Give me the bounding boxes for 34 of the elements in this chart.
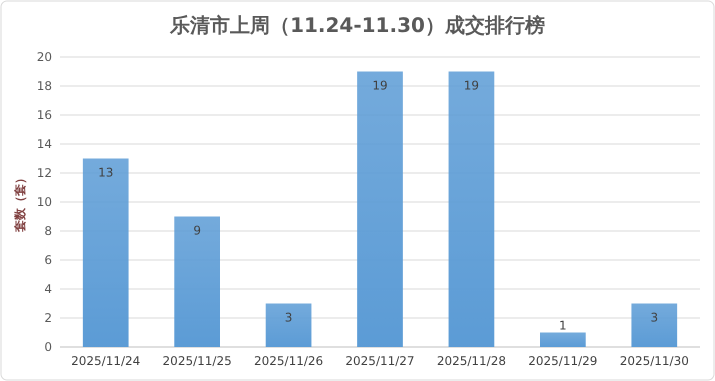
x-tick-label: 2025/11/30 bbox=[620, 354, 689, 368]
bar bbox=[631, 304, 678, 347]
data-label: 19 bbox=[464, 78, 480, 92]
bar bbox=[540, 332, 586, 347]
y-tick-label: 20 bbox=[36, 50, 52, 64]
x-tick-label: 2025/11/28 bbox=[436, 354, 506, 368]
y-tick-label: 0 bbox=[44, 340, 52, 354]
y-tick-label: 8 bbox=[44, 224, 52, 238]
y-tick-label: 12 bbox=[36, 166, 52, 180]
y-tick-label: 10 bbox=[36, 195, 52, 209]
y-tick-label: 16 bbox=[36, 108, 52, 122]
data-label: 3 bbox=[284, 310, 292, 324]
data-label: 19 bbox=[372, 78, 388, 92]
y-tick-label: 2 bbox=[44, 311, 52, 325]
x-tick-label: 2025/11/25 bbox=[162, 354, 232, 368]
x-tick-label: 2025/11/26 bbox=[254, 354, 324, 368]
y-tick-label: 14 bbox=[36, 137, 52, 151]
chart-title: 乐清市上周（11.24-11.30）成交排行榜 bbox=[169, 13, 545, 37]
data-label: 9 bbox=[193, 224, 201, 238]
bar bbox=[357, 72, 403, 347]
bar bbox=[82, 158, 129, 347]
x-tick-label: 2025/11/29 bbox=[528, 354, 598, 368]
y-tick-label: 6 bbox=[44, 253, 52, 267]
x-tick-label: 2025/11/24 bbox=[71, 354, 140, 368]
data-label: 1 bbox=[559, 318, 567, 332]
bar bbox=[448, 72, 494, 347]
x-tick-label: 2025/11/27 bbox=[345, 354, 415, 368]
data-label: 3 bbox=[650, 310, 658, 324]
data-label: 13 bbox=[98, 166, 114, 180]
bar bbox=[266, 304, 312, 347]
y-tick-label: 4 bbox=[44, 282, 52, 296]
y-tick-label: 18 bbox=[36, 79, 52, 93]
y-axis-title: 套数（套） bbox=[13, 172, 27, 233]
bar bbox=[174, 216, 220, 347]
